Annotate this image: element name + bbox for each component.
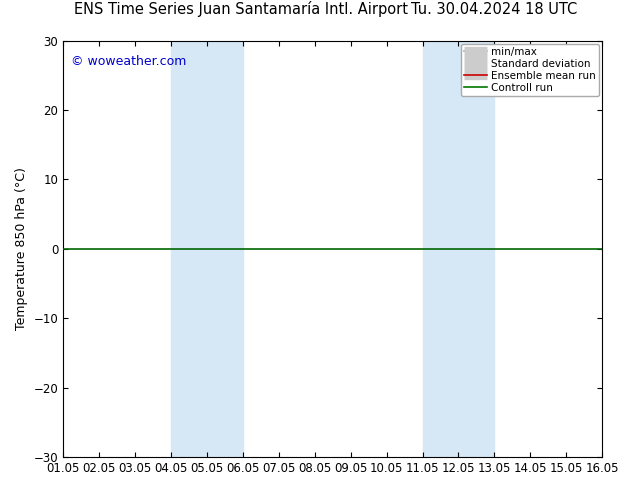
Bar bbox=[171, 41, 243, 457]
Bar bbox=[422, 41, 495, 457]
Y-axis label: Temperature 850 hPa (°C): Temperature 850 hPa (°C) bbox=[15, 168, 28, 330]
Text: ENS Time Series Juan Santamaría Intl. Airport: ENS Time Series Juan Santamaría Intl. Ai… bbox=[74, 1, 408, 17]
Text: Tu. 30.04.2024 18 UTC: Tu. 30.04.2024 18 UTC bbox=[411, 2, 578, 17]
Legend: min/max, Standard deviation, Ensemble mean run, Controll run: min/max, Standard deviation, Ensemble me… bbox=[461, 44, 599, 96]
Text: © woweather.com: © woweather.com bbox=[71, 55, 186, 68]
